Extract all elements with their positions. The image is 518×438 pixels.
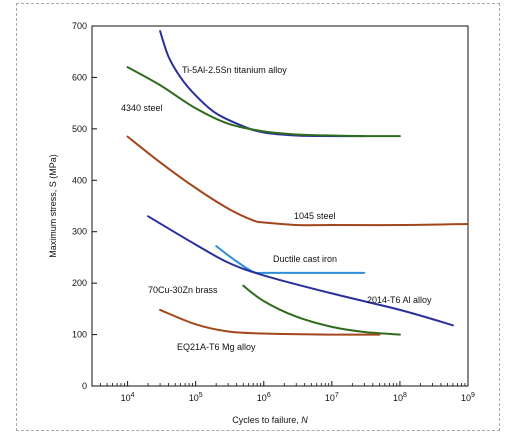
series-lines bbox=[126, 30, 469, 336]
series-line-ti-5al-2-5sn-titanium-alloy bbox=[159, 30, 366, 138]
y-tick-label: 500 bbox=[72, 124, 87, 134]
x-tick-label: 104 bbox=[121, 392, 135, 403]
label-mg-alloy: EQ21A-T6 Mg alloy bbox=[177, 342, 256, 352]
y-tick-label: 300 bbox=[72, 227, 87, 237]
series-line-1045-steel bbox=[126, 135, 469, 227]
x-tick-label: 106 bbox=[257, 392, 271, 403]
label-brass: 70Cu-30Zn brass bbox=[148, 285, 218, 295]
series-line-70cu-30zn-brass bbox=[242, 284, 401, 336]
y-tick-label: 600 bbox=[72, 72, 87, 82]
series-line-4340-steel bbox=[126, 66, 401, 138]
x-tick-label: 108 bbox=[393, 392, 407, 403]
x-tick-label: 105 bbox=[189, 392, 203, 403]
x-tick-label: 109 bbox=[461, 392, 475, 403]
plot-area bbox=[91, 25, 469, 387]
series-line-ductile-cast-iron bbox=[215, 245, 366, 274]
x-axis-ticks: 104 105 106 107 108 109 bbox=[100, 381, 475, 403]
x-tick-label: 107 bbox=[325, 392, 339, 403]
label-1045-steel: 1045 steel bbox=[294, 211, 336, 221]
y-axis-ticks: 0 100 200 300 400 500 600 700 bbox=[72, 21, 97, 391]
y-tick-label: 700 bbox=[72, 21, 87, 31]
x-axis-title: Cycles to failure, N bbox=[232, 415, 308, 425]
figure-frame bbox=[16, 3, 500, 431]
series-line-2014-t6-al-alloy bbox=[147, 215, 454, 327]
y-tick-label: 0 bbox=[82, 381, 87, 391]
y-tick-label: 100 bbox=[72, 330, 87, 340]
label-4340-steel: 4340 steel bbox=[121, 103, 163, 113]
label-ductile-cast-iron: Ductile cast iron bbox=[273, 254, 337, 264]
series-line-eq21a-t6-mg-alloy bbox=[159, 308, 381, 336]
y-tick-label: 200 bbox=[72, 278, 87, 288]
y-tick-label: 400 bbox=[72, 175, 87, 185]
label-al-alloy: 2014-T6 Al alloy bbox=[367, 295, 432, 305]
label-ti-alloy: Ti-5Al-2.5Sn titanium alloy bbox=[182, 65, 287, 75]
y-axis-title: Maximum stress, S (MPa) bbox=[48, 154, 58, 258]
